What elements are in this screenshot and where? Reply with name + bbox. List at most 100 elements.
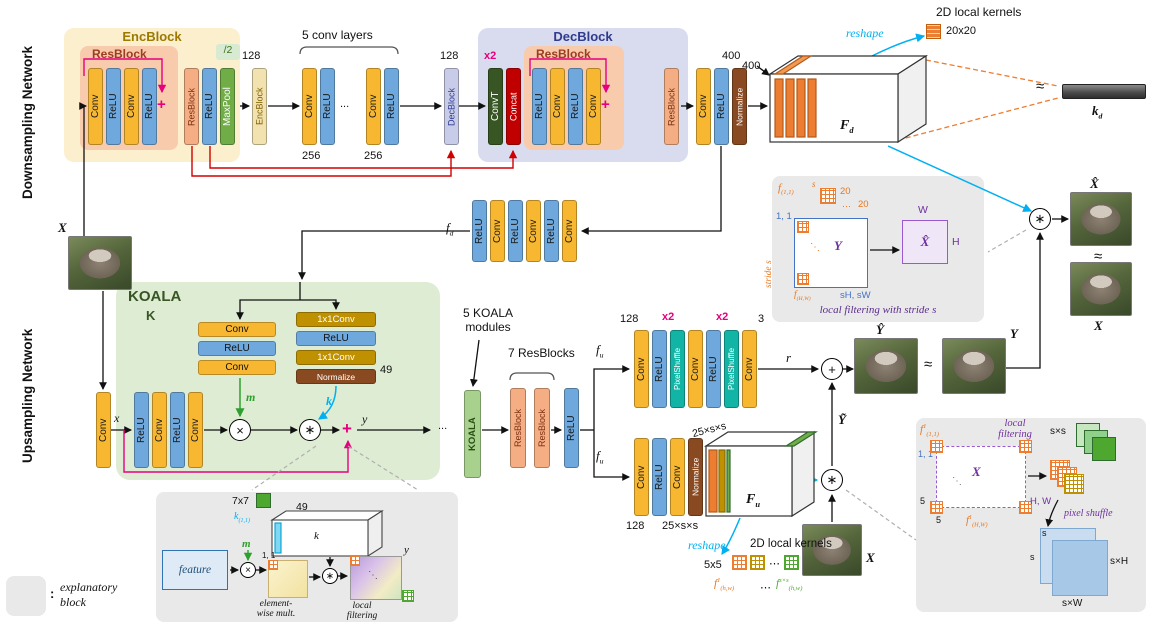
channels-128: 128: [620, 313, 639, 325]
koala-k: K: [146, 308, 156, 323]
y-gt-label: Y: [1010, 326, 1018, 341]
width-label: W: [918, 204, 928, 216]
sW-label: s×W: [1062, 598, 1083, 609]
stride-caption: local filtering with stride s: [819, 304, 937, 316]
x-input-image: [802, 524, 862, 576]
kd-label: kd: [1092, 103, 1103, 121]
size-5: 5: [936, 515, 942, 525]
local-filtering-operator: ∗: [1029, 208, 1051, 230]
local-filter-operator: ∗: [299, 419, 321, 441]
kernel-7x7-icon: [256, 493, 271, 508]
ellipsis: ⋯: [842, 201, 851, 211]
approx-y: ≈: [924, 356, 933, 373]
conv-layer: Conv: [88, 68, 103, 145]
x-feature-label: x: [114, 411, 120, 425]
relu-layer: ReLU: [384, 68, 399, 145]
ellipsis: ⋱: [810, 242, 820, 253]
channels-128: 128: [440, 50, 459, 62]
conv-layer: Conv: [670, 438, 685, 516]
size-20: 20: [840, 186, 851, 197]
conv-layer: Conv: [634, 330, 649, 408]
kernel-icon: [350, 556, 360, 566]
m-label: m: [242, 538, 251, 550]
channels-400: 400: [722, 50, 741, 62]
ellipsis: ⋯: [769, 558, 780, 570]
koala-modules-label: 5 KOALA modules: [462, 306, 514, 334]
resblock-layer: ResBlock: [664, 68, 679, 145]
relu-layer: ReLU: [508, 200, 523, 262]
local-filter-operator: ∗: [322, 568, 338, 584]
add-operator: +: [821, 358, 843, 380]
conv-layer: Conv: [742, 330, 757, 408]
sH-label: s×H: [1110, 556, 1129, 567]
conv-layer: Conv: [688, 330, 703, 408]
conv-layer: Conv: [562, 200, 577, 262]
normalize-layer: Normalize: [688, 438, 703, 516]
decblock-layer: DecBlock: [444, 68, 459, 145]
relu-layer: ReLU: [714, 68, 729, 145]
conv-layer: Conv: [124, 68, 139, 145]
concat-layer: Concat: [506, 68, 521, 145]
size-20: 20: [858, 199, 869, 210]
shsw-label: sH, sW: [840, 290, 871, 301]
localfilter-caption: local filtering: [998, 418, 1032, 440]
relu-layer: ReLU: [472, 200, 487, 262]
conv-layer: Conv: [490, 200, 505, 262]
hw-label: H, W: [1030, 496, 1052, 507]
residual-add: +: [601, 96, 610, 113]
normalize-layer: Normalize: [296, 369, 376, 384]
conv5-label: 5 conv layers: [302, 28, 373, 42]
legend-colon: :: [50, 586, 55, 601]
size-5: 5: [920, 496, 926, 506]
ellipsis: ⋱: [368, 570, 378, 581]
dec-resblock-title: ResBlock: [536, 47, 591, 61]
approx-x: ≈: [1094, 248, 1103, 265]
pixelshuffle-layer: PixelShuffle: [724, 330, 739, 408]
channels-128: 128: [626, 520, 645, 532]
relu-layer: ReLU: [544, 200, 559, 262]
legend-text: explanatory block: [60, 580, 118, 609]
stride-s-label: stride s: [764, 260, 774, 288]
resblock-layer: ResBlock: [184, 68, 199, 145]
x-region: [936, 446, 1026, 508]
f1-11-label: f1(1,1): [920, 423, 939, 438]
relu-layer: ReLU: [134, 392, 149, 468]
kernel-icon: [930, 501, 943, 514]
mult-result-map: [268, 560, 308, 598]
kernel-icon: [402, 590, 414, 602]
fHW-label: f(H,W): [794, 290, 811, 302]
1x1conv-layer: 1x1Conv: [296, 312, 376, 327]
s-tick: s: [1030, 552, 1035, 562]
elementwise-mult-operator: ×: [229, 419, 251, 441]
Fd-label: Fd: [840, 118, 854, 135]
relu-layer: ReLU: [142, 68, 157, 145]
x2-label: x2: [484, 50, 497, 62]
reshape-label: reshape: [846, 26, 884, 40]
stride-half-label: /2: [216, 44, 240, 60]
normalize-layer: Normalize: [732, 68, 747, 145]
conv-layer: Conv: [188, 392, 203, 468]
kernel-f1-label: f1(h,w): [714, 577, 735, 592]
yhat-label: Ŷ: [876, 322, 884, 337]
resblock-layer: ResBlock: [534, 388, 550, 468]
resblocks-label: 7 ResBlocks: [508, 346, 575, 360]
conv-layer: Conv: [696, 68, 711, 145]
x-lr-label: X: [1094, 318, 1103, 333]
koala-title: KOALA: [128, 288, 182, 305]
xhat-image: [1070, 192, 1132, 246]
relu-layer: ReLU: [568, 68, 583, 145]
conv-layer: Conv: [198, 322, 276, 337]
relu-layer: ReLU: [652, 330, 667, 408]
Fu-label: Fu: [746, 492, 761, 509]
fd-feature-label: fd: [446, 220, 454, 238]
encblock-layer: EncBlock: [252, 68, 267, 145]
input-x-label: X: [58, 220, 67, 235]
residual-r-label: r: [786, 350, 792, 365]
channels-256: 256: [302, 150, 321, 162]
kd-kernel-bar: [1062, 84, 1146, 99]
xhat-label: X̂: [1090, 176, 1099, 191]
kernel-fss-label: fs×s(h,w): [776, 577, 803, 592]
stride-s-tick: s: [812, 179, 816, 189]
channels-128: 128: [242, 50, 261, 62]
